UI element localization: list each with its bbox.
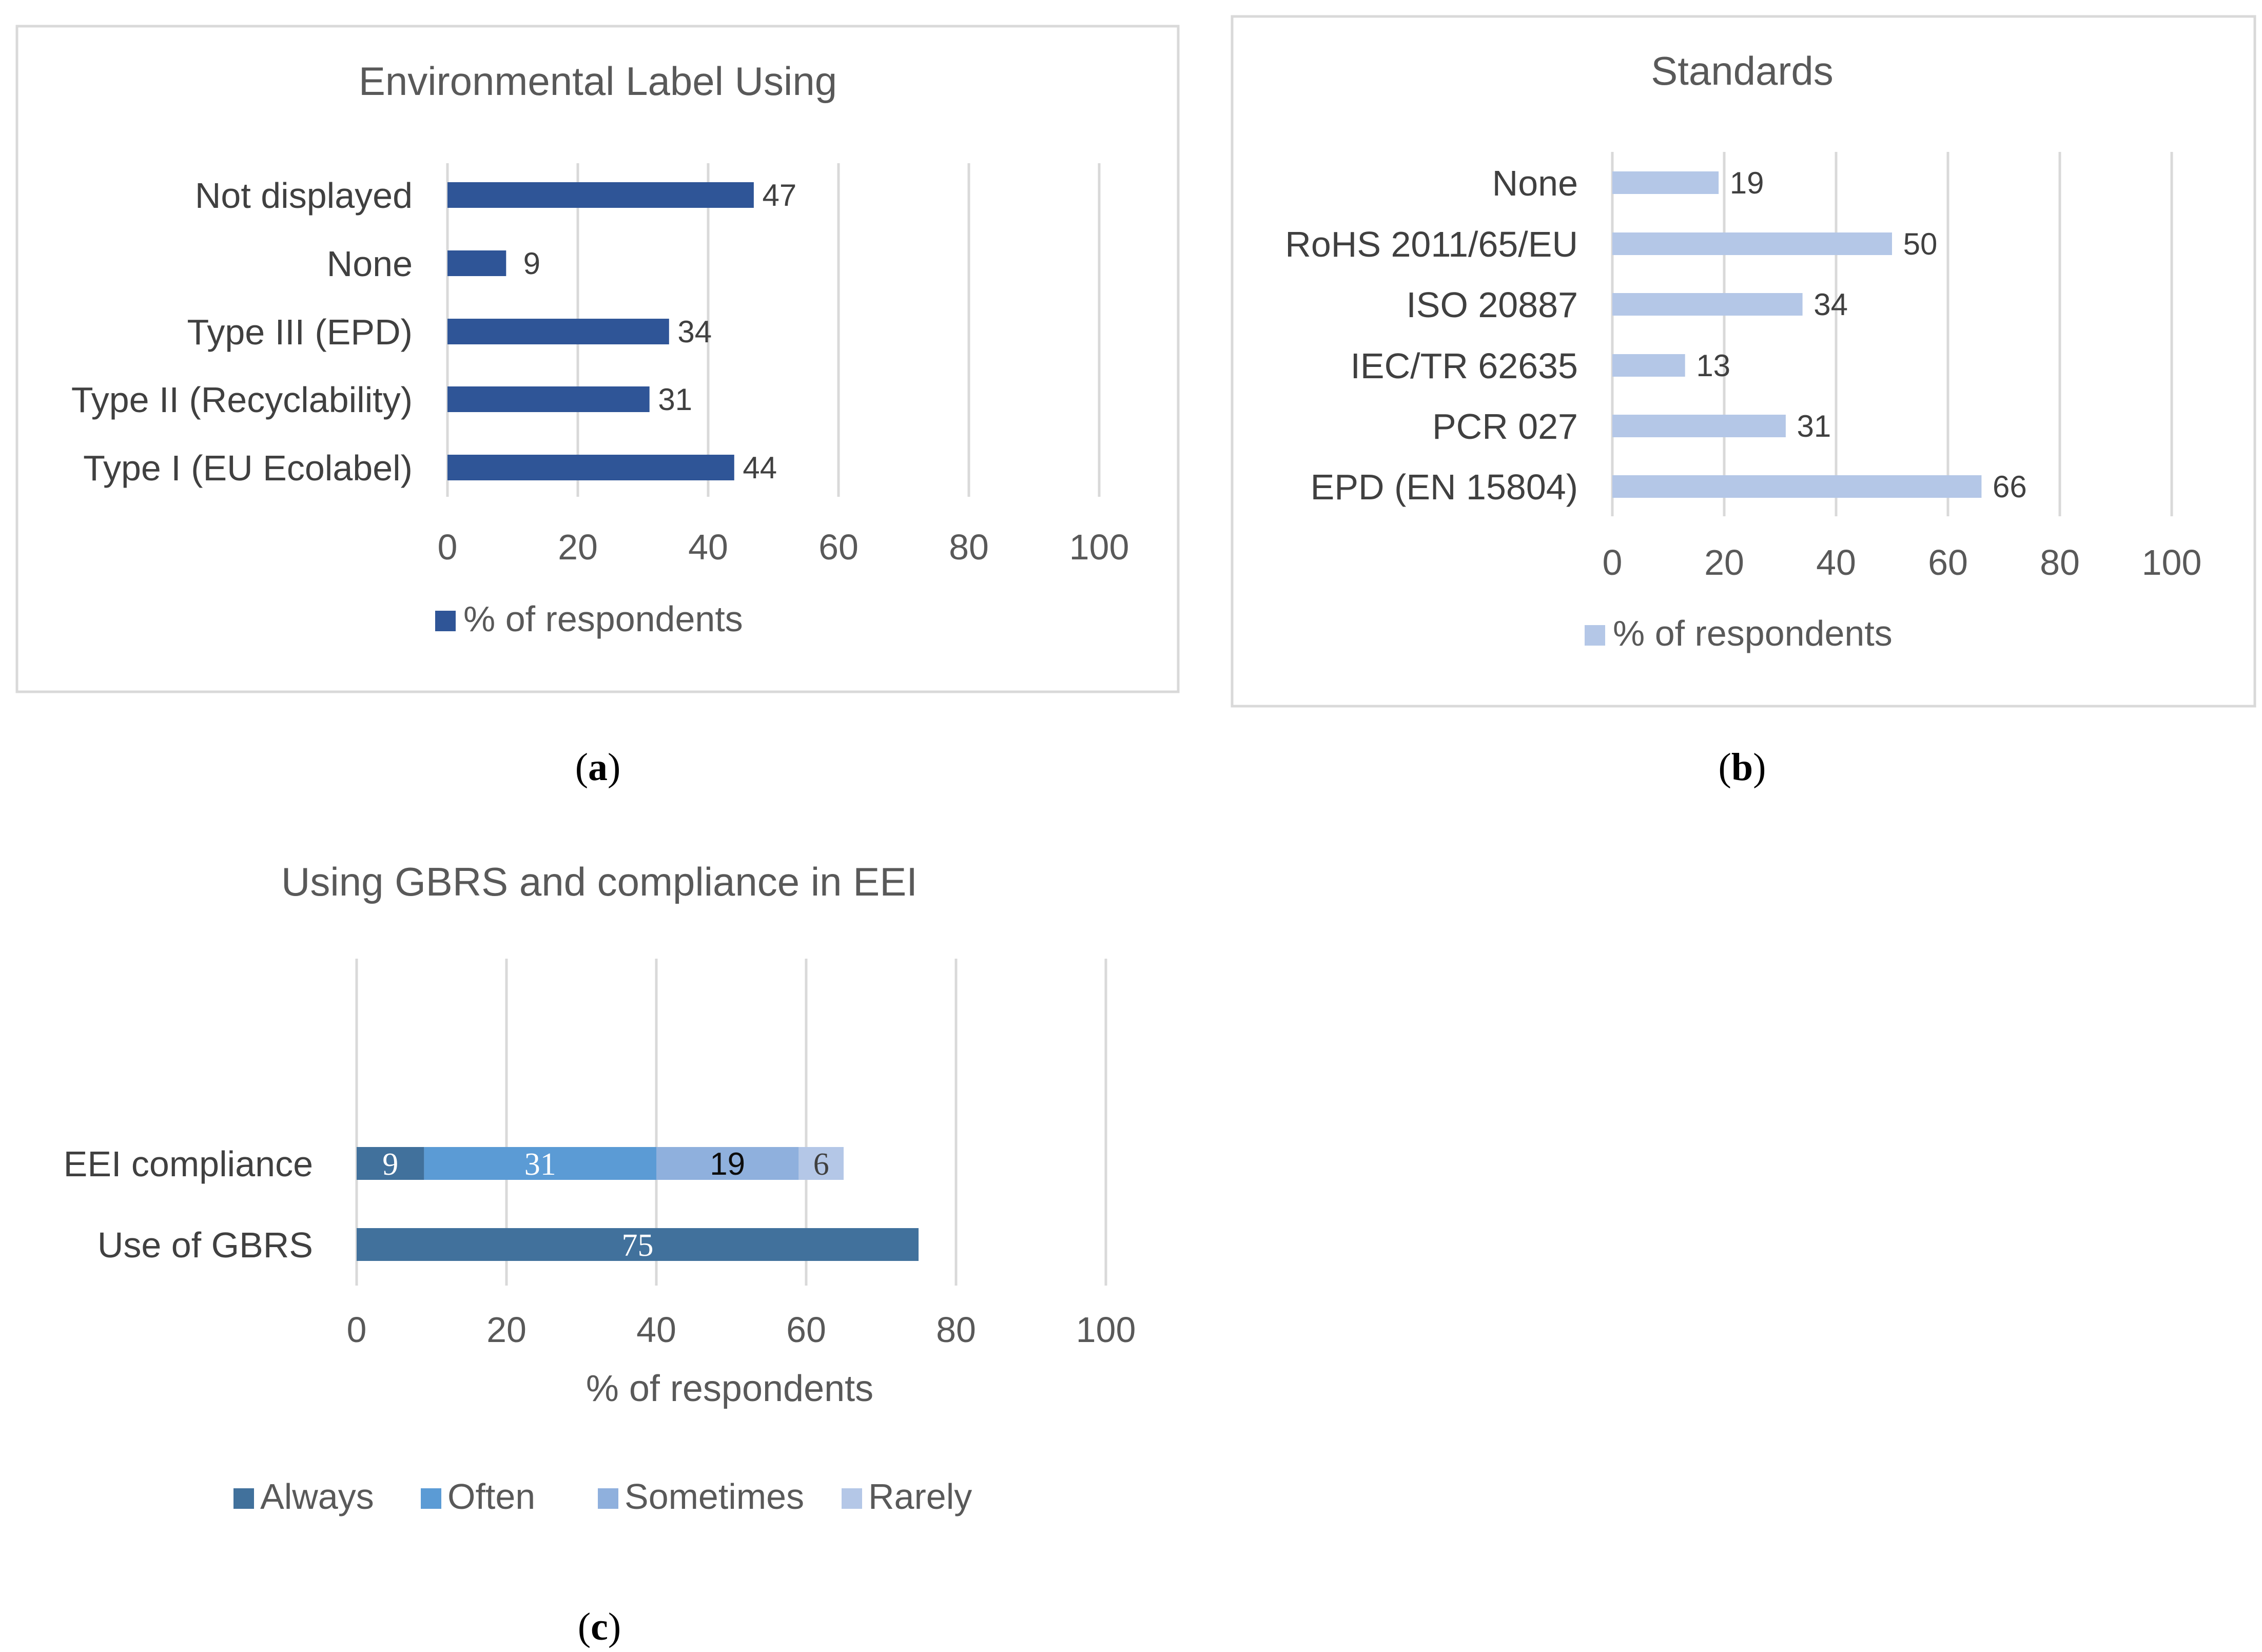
chart-a-bar: [447, 250, 506, 276]
caption-paren: ): [608, 746, 620, 789]
caption-paren: ): [1753, 746, 1766, 789]
chart-a-caption: (a): [575, 746, 621, 789]
chart-c-data-label: 31: [524, 1147, 556, 1182]
chart-a-frame: [15, 25, 1180, 693]
chart-c-data-label: 6: [813, 1147, 829, 1182]
chart-a-bar: [447, 182, 754, 208]
chart-c-caption: (c): [578, 1605, 621, 1648]
chart-b-category-label: IEC/TR 62635: [1350, 346, 1578, 386]
chart-b-title: Standards: [1651, 48, 1834, 93]
chart-a-category-label: Type I (EU Ecolabel): [83, 448, 413, 488]
chart-a-data-label: 9: [523, 246, 540, 281]
caption-letter: c: [591, 1605, 608, 1648]
caption-paren: (: [578, 1605, 591, 1648]
chart-a-x-tick-label: 20: [558, 527, 598, 567]
chart-b-bar: [1612, 293, 1803, 316]
caption-paren: (: [575, 746, 588, 789]
chart-a-bar: [447, 386, 650, 412]
chart-c-x-tick-label: 40: [636, 1310, 676, 1350]
chart-b-legend-swatch: [1585, 625, 1605, 646]
chart-b-data-label: 66: [1993, 470, 2027, 504]
chart-b-data-label: 13: [1696, 348, 1730, 383]
chart-c-legend-swatch: [598, 1488, 618, 1509]
chart-c-legend-label: Often: [447, 1476, 535, 1517]
chart-c-legend-swatch: [233, 1488, 254, 1509]
chart-b-data-label: 19: [1730, 166, 1764, 200]
chart-a-title: Environmental Label Using: [359, 59, 837, 104]
chart-a-data-label: 44: [743, 451, 777, 485]
chart-b-x-tick-label: 20: [1704, 542, 1744, 582]
chart-b-category-label: ISO 20887: [1406, 285, 1578, 325]
caption-letter: a: [588, 746, 608, 789]
chart-a-data-label: 47: [763, 178, 797, 212]
chart-c-bar-segment: [656, 1147, 799, 1180]
chart-a-x-tick-label: 40: [688, 527, 728, 567]
chart-c-category-label: EEI compliance: [64, 1144, 313, 1184]
chart-c-x-tick-label: 80: [936, 1310, 976, 1350]
chart-c-legend-label: Sometimes: [625, 1476, 804, 1517]
chart-a-legend-label: % of respondents: [463, 599, 743, 639]
chart-b-category-label: RoHS 2011/65/EU: [1285, 224, 1578, 264]
chart-b-category-label: PCR 027: [1432, 406, 1578, 446]
chart-a-x-tick-label: 0: [438, 527, 458, 567]
chart-b-caption: (b): [1719, 746, 1766, 789]
chart-b-x-tick-label: 80: [2040, 542, 2080, 582]
chart-a-bar: [447, 455, 734, 480]
chart-b: Standards 0 20 40 60 80 100 None 19 RoHS 2011/65/…: [1285, 48, 2201, 789]
caption-letter: b: [1731, 746, 1753, 789]
chart-b-bar: [1612, 354, 1685, 377]
chart-a-x-tick-label: 80: [949, 527, 989, 567]
chart-a-legend-swatch: [435, 611, 456, 631]
chart-a-category-label: Type III (EPD): [187, 312, 413, 352]
chart-c-legend-label: Rarely: [868, 1476, 972, 1517]
chart-b-x-tick-label: 40: [1816, 542, 1856, 582]
chart-c-x-axis-title: % of respondents: [586, 1368, 873, 1409]
chart-a-category-label: None: [327, 244, 413, 284]
chart-b-data-label: 50: [1903, 227, 1938, 261]
chart-c-bar-segment: [424, 1147, 656, 1180]
chart-a-x-tick-label: 100: [1069, 527, 1129, 567]
chart-b-bar: [1612, 171, 1719, 194]
chart-b-legend-label: % of respondents: [1613, 613, 1893, 653]
chart-b-category-label: None: [1492, 163, 1578, 203]
chart-b-bar: [1612, 475, 1982, 498]
chart-c-bar-segment: [357, 1147, 424, 1180]
chart-c-data-label: 19: [710, 1146, 745, 1182]
chart-b-x-tick-label: 0: [1603, 542, 1623, 582]
chart-b-data-label: 31: [1797, 409, 1831, 443]
chart-b-data-label: 34: [1814, 287, 1848, 322]
chart-a-bar: [447, 319, 669, 344]
chart-c-x-tick-label: 0: [347, 1310, 367, 1350]
chart-a-category-label: Not displayed: [195, 176, 413, 216]
chart-c-bar-segment: [357, 1228, 919, 1261]
chart-a-category-label: Type II (Recyclability): [71, 380, 413, 420]
chart-b-bar: [1612, 232, 1892, 255]
chart-c-title: Using GBRS and compliance in EEI: [281, 859, 918, 904]
chart-c-x-tick-label: 100: [1076, 1310, 1136, 1350]
chart-a-data-label: 34: [677, 315, 712, 349]
chart-b-bar: [1612, 415, 1786, 437]
chart-b-x-tick-label: 100: [2142, 542, 2202, 582]
chart-c-legend-label: Always: [260, 1476, 374, 1517]
chart-b-x-tick-label: 60: [1928, 542, 1968, 582]
chart-c-data-label: 75: [622, 1228, 654, 1263]
chart-c-x-tick-label: 60: [786, 1310, 826, 1350]
chart-c-legend-swatch: [421, 1488, 441, 1509]
chart-c-category-label: Use of GBRS: [98, 1225, 313, 1265]
chart-a-x-tick-label: 60: [818, 527, 859, 567]
chart-b-frame: [1231, 15, 2256, 708]
chart-c-bar-segment: [798, 1147, 844, 1180]
chart-b-category-label: EPD (EN 15804): [1311, 467, 1578, 507]
chart-c: Using GBRS and compliance in EEI 0 20 40 60 8…: [64, 859, 1136, 1648]
caption-paren: ): [608, 1605, 621, 1648]
chart-c-x-tick-label: 20: [486, 1310, 526, 1350]
chart-c-data-label: 9: [382, 1147, 398, 1182]
caption-paren: (: [1719, 746, 1731, 789]
chart-a: Environmental Label Using 0 20 40 60 80 100 Not…: [71, 59, 1129, 789]
chart-a-data-label: 31: [658, 382, 692, 417]
chart-c-legend-swatch: [842, 1488, 862, 1509]
